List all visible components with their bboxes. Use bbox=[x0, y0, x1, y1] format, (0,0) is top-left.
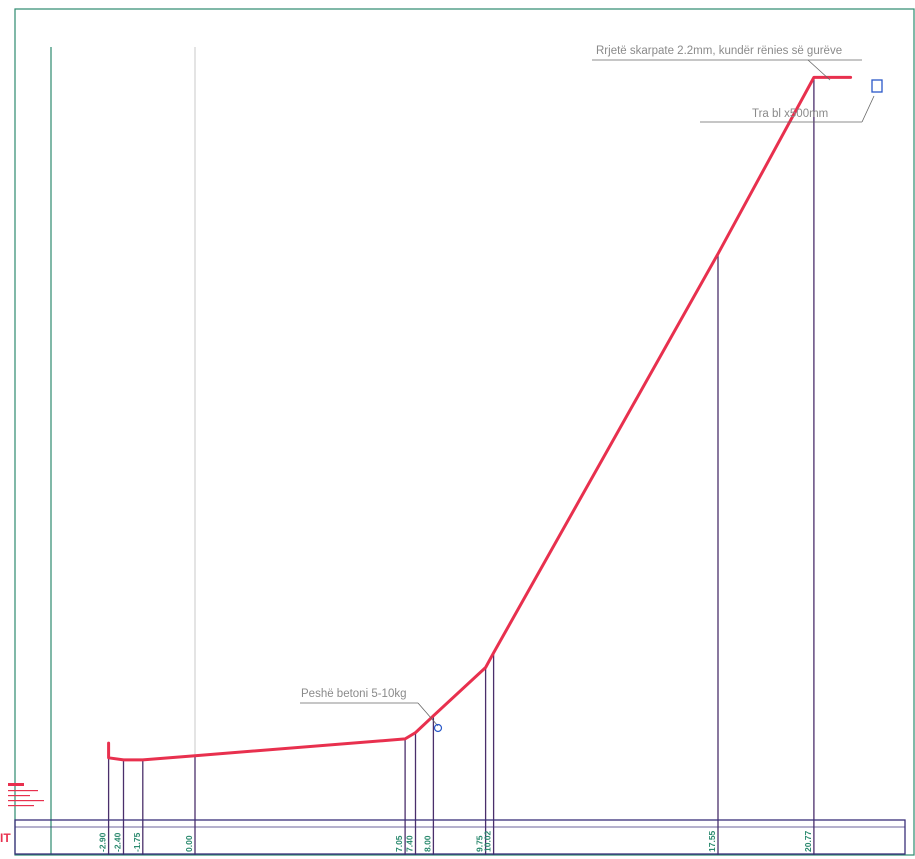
station-label: -2.40 bbox=[113, 832, 123, 852]
title-block-mark bbox=[8, 783, 44, 807]
station-labels: -2.90 -2.40 -1.75 0.00 7.05 7.40 8.00 9.7510.02… bbox=[98, 830, 813, 852]
station-lines bbox=[107, 77, 815, 855]
band-label: IT bbox=[0, 831, 11, 845]
concrete-weight-marker bbox=[433, 723, 443, 733]
beam-callout-text: Tra bl x500mm bbox=[752, 108, 828, 120]
station-label: 17.55 bbox=[707, 830, 717, 852]
station-band: IT bbox=[0, 819, 906, 855]
station-label: -1.75 bbox=[132, 832, 142, 852]
station-label: 9.75 bbox=[475, 835, 485, 852]
station-label: 0.00 bbox=[184, 835, 194, 852]
slope-profile-line bbox=[107, 75, 853, 762]
station-label: 7.05 bbox=[394, 835, 404, 852]
station-label: 10.02 bbox=[483, 830, 493, 852]
beam-callout: Tra bl x500mm bbox=[700, 95, 875, 123]
station-label: 8.00 bbox=[422, 835, 432, 852]
sheet-frame bbox=[14, 8, 915, 856]
net-callout-text: Rrjetë skarpate 2.2mm, kundër rënies së … bbox=[596, 45, 842, 57]
station-label: -2.90 bbox=[98, 832, 108, 852]
weight-callout: Peshë betoni 5-10kg bbox=[300, 688, 443, 733]
station-label: 7.40 bbox=[405, 835, 415, 852]
weight-callout-text: Peshë betoni 5-10kg bbox=[301, 688, 407, 700]
net-callout: Rrjetë skarpate 2.2mm, kundër rënies së … bbox=[592, 45, 862, 81]
beam-end-marker bbox=[871, 79, 883, 93]
station-label: 20.77 bbox=[803, 830, 813, 852]
